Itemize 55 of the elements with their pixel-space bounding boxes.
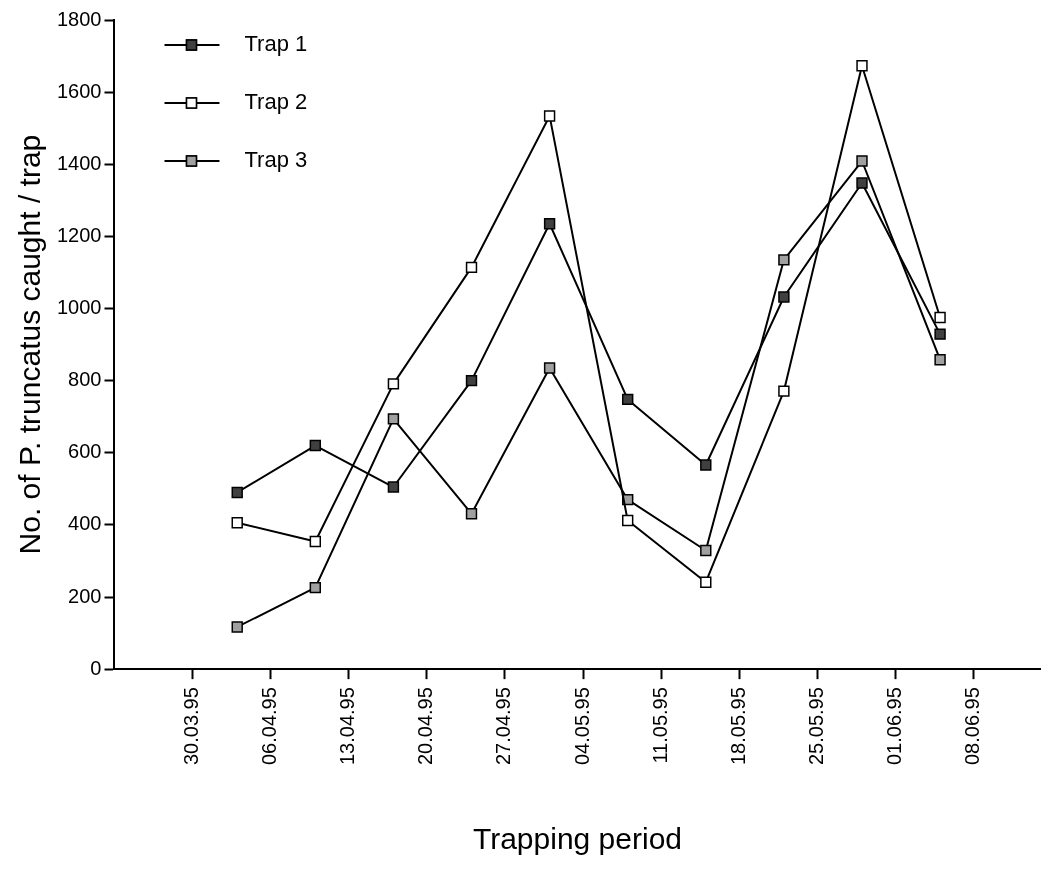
x-tick-label: 01.06.95 xyxy=(882,687,905,766)
y-tick-label: 1400 xyxy=(56,151,102,174)
x-tick-label: 18.05.95 xyxy=(726,687,749,766)
y-tick-label: 800 xyxy=(68,368,102,391)
x-tick-label: 30.03.95 xyxy=(180,687,203,766)
point xyxy=(387,481,400,493)
point xyxy=(778,291,790,303)
point xyxy=(934,354,946,366)
point xyxy=(309,535,322,548)
point xyxy=(465,508,478,520)
x-tick-label: 13.04.95 xyxy=(336,687,359,766)
x-tick-label: 04.05.95 xyxy=(570,687,593,766)
legend-label: Trap 1 xyxy=(244,31,308,57)
point xyxy=(856,60,868,72)
point xyxy=(778,254,790,266)
x-tick-label: 25.05.95 xyxy=(804,687,827,766)
y-tick-label: 400 xyxy=(68,512,102,535)
point xyxy=(231,486,243,499)
point xyxy=(700,544,712,557)
x-axis-title: Trapping period xyxy=(472,822,683,856)
point xyxy=(622,393,634,406)
point xyxy=(387,378,400,390)
point xyxy=(309,439,322,452)
point xyxy=(309,581,322,594)
point xyxy=(700,459,712,471)
point xyxy=(856,177,868,189)
x-tick-label: 06.04.95 xyxy=(258,687,281,766)
point xyxy=(543,218,556,230)
point xyxy=(543,362,556,374)
point xyxy=(465,261,478,274)
legend-label: Trap 2 xyxy=(244,89,308,115)
y-tick-label: 200 xyxy=(68,584,102,607)
y-tick-label: 600 xyxy=(68,440,102,463)
y-tick-label: 1800 xyxy=(56,7,102,30)
point xyxy=(934,328,946,340)
point xyxy=(700,576,712,588)
point xyxy=(622,514,634,527)
y-tick-label: 1600 xyxy=(56,79,102,102)
point xyxy=(856,155,868,167)
point xyxy=(387,413,400,425)
point xyxy=(231,621,243,633)
x-tick-label: 20.04.95 xyxy=(414,687,437,766)
point xyxy=(465,374,478,387)
x-tick-label: 11.05.95 xyxy=(648,687,671,764)
point xyxy=(543,110,556,122)
y-tick-label: 0 xyxy=(90,656,102,679)
legend-label: Trap 3 xyxy=(244,147,308,173)
point xyxy=(934,311,946,324)
y-tick-label: 1000 xyxy=(56,296,102,319)
x-tick-label: 08.06.95 xyxy=(961,687,984,766)
y-axis-title: No. of P. truncatus caught / trap xyxy=(13,134,47,555)
x-tick-label: 27.04.95 xyxy=(492,687,515,766)
y-tick-label: 1200 xyxy=(56,223,102,246)
point xyxy=(778,385,790,397)
point xyxy=(231,517,243,529)
